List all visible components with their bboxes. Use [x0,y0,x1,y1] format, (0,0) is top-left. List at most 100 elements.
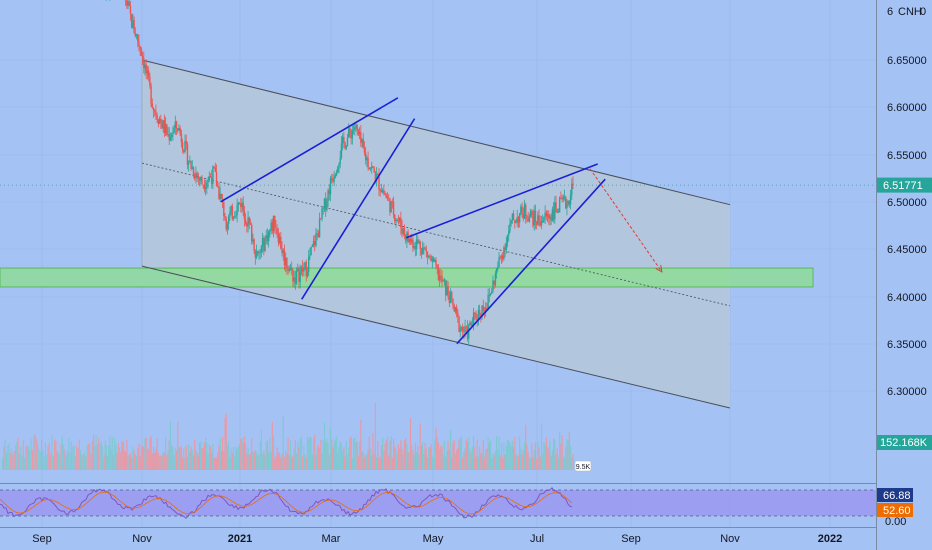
volume-bar [196,452,198,470]
volume-bar [482,439,484,470]
channel-mid-line [141,162,731,307]
volume-bar [11,448,13,470]
volume-bar [287,437,289,470]
candle-body [231,206,234,219]
volume-bar [453,439,455,470]
candle-body [364,152,367,161]
time-axis[interactable]: Sep Nov 2021 Mar May Jul Sep Nov 2022 [32,533,842,545]
candle-body [537,215,539,225]
volume-bar [134,454,136,470]
volume-tag: 9.5K [574,460,592,472]
volume-bar [332,447,334,470]
candle-body [130,14,133,28]
candle-body [495,268,498,274]
volume-bar [264,454,266,470]
volume-bar [411,444,413,470]
candle-body [322,208,324,210]
volume-bar [162,451,164,470]
candle-body [481,305,483,317]
candle-body [375,174,378,182]
volume-bar [90,453,92,470]
time-tick-label: May [423,533,444,545]
candle-body [455,307,458,313]
candle-body [425,249,427,252]
candle-body [533,210,535,226]
volume-tag-text: 9.5K [576,464,591,471]
volume-bar [72,446,74,470]
candle-body [565,196,567,209]
volume-bar [175,450,178,470]
candle-body [293,277,295,282]
volume-bar [249,453,252,470]
candle-body [156,115,158,120]
wedge-lines [220,97,606,345]
candle-body [334,175,337,178]
volume-bar [512,446,515,470]
volume-bar [320,439,322,470]
volume-bar [266,440,269,470]
volume-bar [171,445,173,470]
volume-bar [286,453,288,470]
volume-bar [483,456,486,470]
volume-bar [21,455,23,470]
volume-bar [214,457,216,470]
candle-body [129,5,132,15]
volume-bar [502,457,504,470]
volume-bar [397,444,400,470]
volume-bar [118,447,121,470]
price-axis[interactable]: 6.65000 6.60000 6.55000 6.50000 6.45000 6.400… [887,55,927,398]
volume-bar [181,457,184,470]
candle-body [147,70,150,77]
candle-body [398,217,401,221]
volume-bar [145,437,147,470]
candle-body [460,326,463,329]
price-tick-label: 6.40000 [887,292,927,304]
volume-bar [105,445,107,470]
volume-bar [212,444,214,470]
volume-bar [538,447,540,470]
candle-body [280,236,282,249]
candle-body [474,312,476,314]
volume-bar [191,450,193,470]
candle-body [569,195,572,205]
volume-bar [163,452,166,470]
volume-bar [299,438,301,470]
volume-bar [511,440,513,470]
volume-bar [205,437,207,470]
candle-body [299,271,301,282]
volume-bar [151,453,153,470]
candle-body [202,184,204,186]
volume-bar [441,446,443,470]
volume-bar [167,450,169,470]
volume-bar [202,448,204,470]
volume-bar [269,437,271,470]
volume-bar [315,454,317,470]
volume-bar [265,441,267,470]
volume-bar [533,450,535,470]
candle-body [345,145,347,149]
candle-body [253,239,255,251]
volume-bar [252,451,254,470]
volume-bar [556,448,558,470]
volume-bar [208,444,210,470]
volume-bar [276,447,278,470]
candle-body [442,280,444,282]
candle-body [548,214,550,219]
rsi-panel [0,490,876,516]
volume-bars [2,402,574,470]
volume-bar [528,457,530,470]
volume-bar [311,454,313,470]
volume-bar [419,423,421,470]
candle-body [390,201,392,213]
candle-body [329,177,332,195]
volume-bar [226,445,229,470]
candle-body [386,197,389,199]
price-tick-label: 6.55000 [887,150,927,162]
volume-bar [474,446,476,470]
candle-body [470,322,472,326]
candle-body [137,34,139,42]
candle-body [270,222,272,230]
candle-body [235,215,237,217]
projection-arrow [589,168,663,273]
